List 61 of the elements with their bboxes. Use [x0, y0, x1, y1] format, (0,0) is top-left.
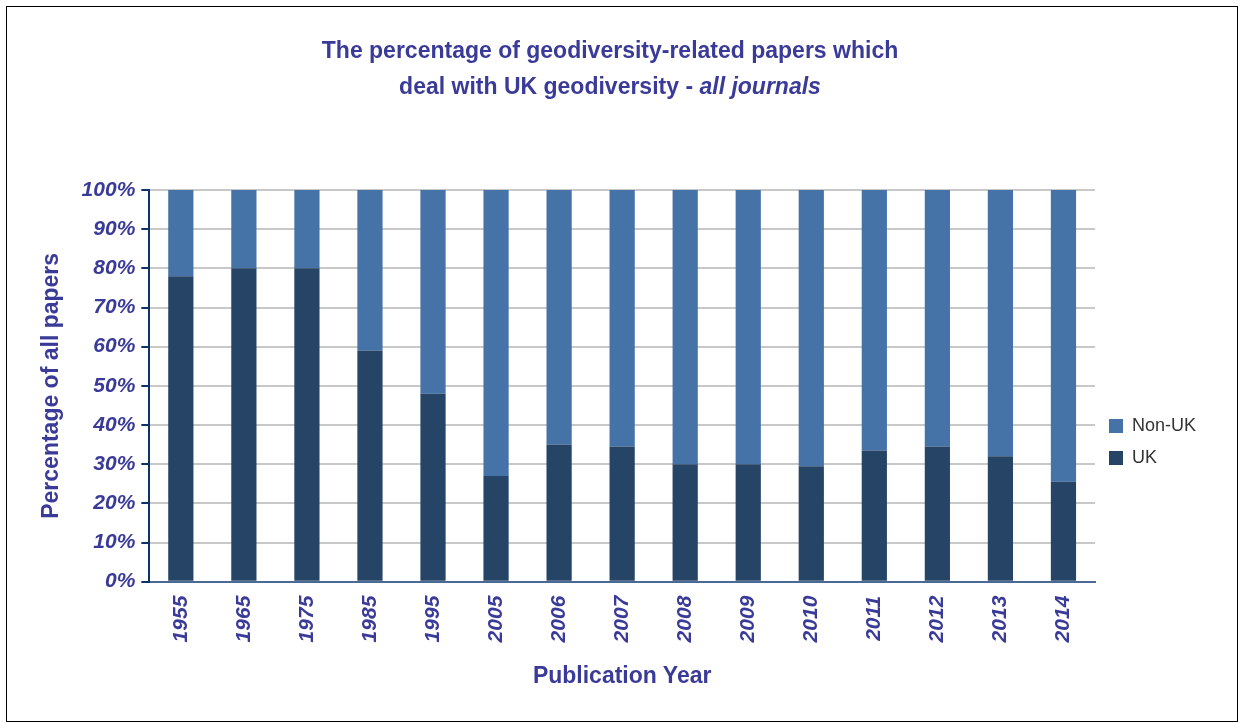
x-tick-label: 1985: [356, 595, 380, 643]
x-axis-title: Publication Year: [532, 661, 712, 688]
bar: [294, 190, 320, 269]
legend-label: Non-UK: [1131, 414, 1197, 435]
y-tick-label: 60%: [93, 333, 136, 357]
y-axis-title: Percentage of all papers: [37, 252, 64, 519]
bar: [672, 190, 698, 465]
bar: [231, 190, 257, 269]
x-tick-label: 2013: [987, 595, 1011, 644]
legend-label: UK: [1131, 446, 1157, 467]
bar: [294, 268, 320, 581]
y-tick-label: 70%: [93, 294, 136, 318]
bar: [1050, 190, 1077, 482]
bar: [798, 190, 824, 467]
x-tick-label: 2007: [608, 594, 632, 644]
x-tick-label: 1995: [419, 595, 443, 643]
bar: [546, 444, 572, 581]
bar: [609, 446, 635, 581]
bar: [861, 190, 887, 451]
bar: [987, 190, 1014, 457]
bar: [483, 475, 509, 581]
bar: [231, 268, 257, 581]
bar: [546, 190, 572, 445]
bar: [357, 350, 383, 581]
bar: [672, 464, 698, 581]
x-tick-label: 2008: [671, 595, 695, 644]
y-tick-label: 90%: [93, 215, 136, 239]
bar: [735, 190, 761, 465]
bar: [420, 190, 446, 394]
bar: [1050, 481, 1077, 581]
chart-title: The percentage of geodiversity-related papers which deal with UK geodiversity - all journals: [320, 36, 900, 101]
y-tick-label: 80%: [93, 255, 136, 279]
bar: [609, 190, 635, 447]
bar: [924, 446, 950, 581]
x-tick-label: 2005: [482, 595, 506, 644]
bar: [798, 466, 824, 581]
bar: [168, 190, 194, 277]
bar: [735, 464, 761, 581]
bar: [924, 190, 950, 447]
x-tick-label: 2012: [924, 595, 948, 644]
y-tick-label: 50%: [93, 372, 136, 396]
bar: [987, 456, 1014, 581]
x-tick-label: 2011: [861, 595, 885, 642]
y-tick-label: 0%: [104, 568, 136, 592]
x-tick-label: 2009: [735, 595, 759, 644]
y-tick-label: 100%: [81, 176, 136, 200]
bar: [357, 190, 383, 351]
y-tick-label: 40%: [92, 411, 136, 435]
bar: [483, 190, 509, 476]
y-tick-label: 30%: [93, 450, 136, 474]
bar: [420, 393, 446, 581]
x-tick-label: 1955: [167, 595, 191, 643]
x-tick-label: 2010: [798, 595, 822, 644]
bar: [861, 450, 887, 581]
x-tick-label: 1975: [293, 595, 317, 643]
y-tick-label: 20%: [92, 490, 136, 514]
y-tick-label: 10%: [93, 529, 136, 553]
x-tick-label: 2006: [545, 595, 569, 644]
x-tick-label: 2014: [1050, 595, 1074, 644]
x-tick-label: 1965: [230, 595, 254, 643]
bar: [168, 276, 194, 581]
